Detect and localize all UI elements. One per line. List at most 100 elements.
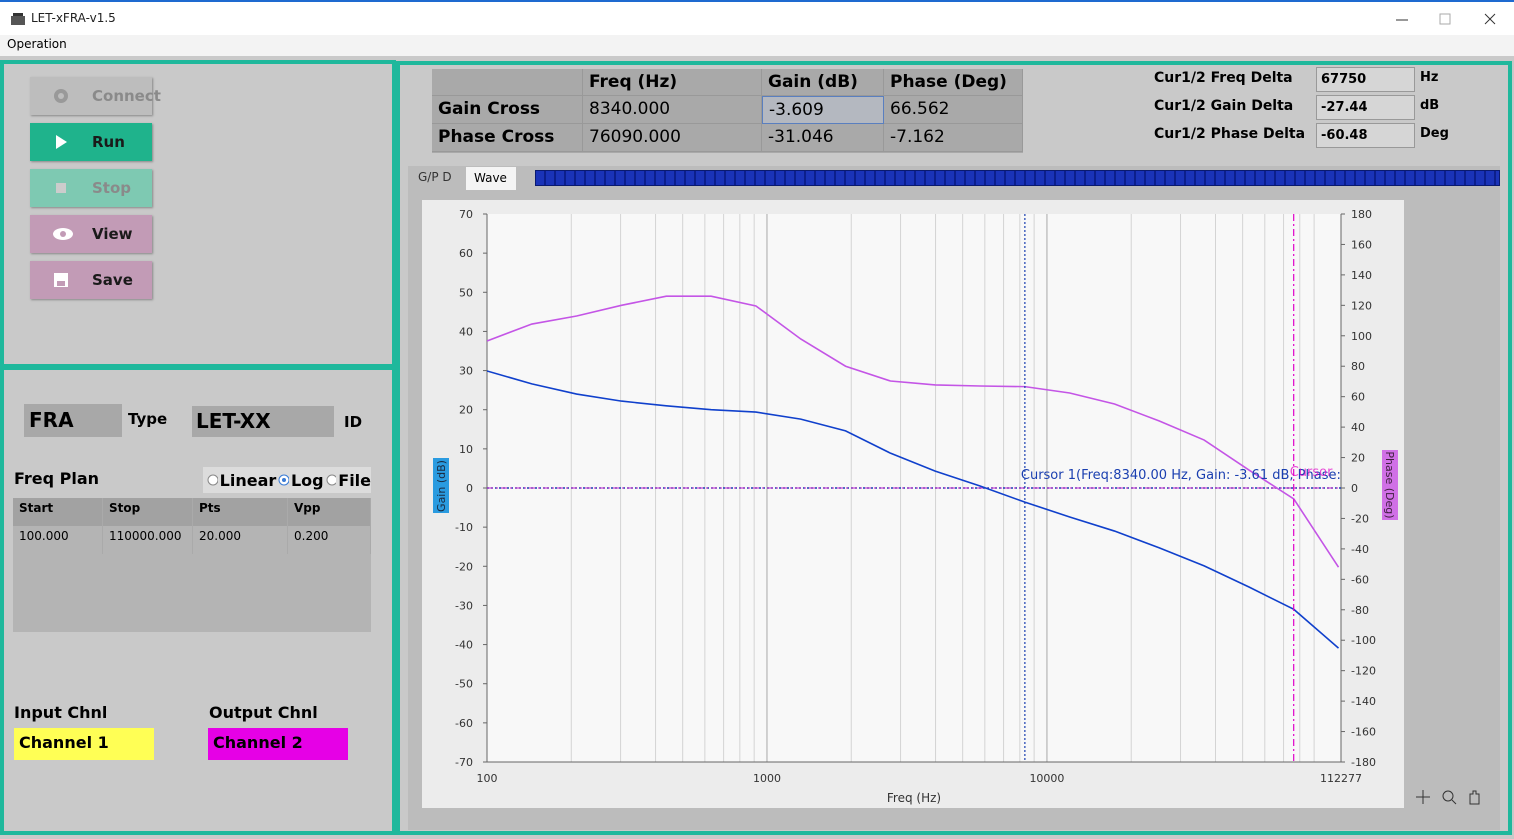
input-label: Input Chnl: [14, 703, 108, 722]
y2-tick-label: 0: [1351, 482, 1358, 495]
header-cell: Start: [13, 498, 103, 526]
header-cell: Pts: [193, 498, 288, 526]
analysis-panel: [396, 61, 1512, 835]
y-tick-label: 20: [459, 404, 473, 417]
y-axis-label-bg: [433, 458, 449, 513]
y2-tick-label: -140: [1351, 695, 1376, 708]
header-cell: Stop: [103, 498, 193, 526]
y2-tick-label: -180: [1351, 756, 1376, 769]
delta-value: 67750: [1316, 67, 1415, 92]
y2-tick-label: 120: [1351, 299, 1372, 312]
header-cell: Gain (dB): [762, 69, 884, 96]
cell: -3.609: [762, 96, 884, 124]
app-icon: [11, 13, 25, 25]
y-tick-label: -40: [455, 639, 473, 652]
input-channel[interactable]: Channel 1: [14, 728, 154, 760]
header-cell: Phase (Deg): [884, 69, 1023, 96]
y2-tick-label: 100: [1351, 330, 1372, 343]
radio[interactable]: [278, 474, 289, 486]
button-label: Stop: [92, 179, 132, 197]
icon: [53, 228, 73, 240]
y-tick-label: 10: [459, 443, 473, 456]
view-button[interactable]: View: [30, 215, 152, 253]
y-tick-label: 0: [466, 482, 473, 495]
run-button[interactable]: Run: [30, 123, 152, 161]
y-tick-label: -20: [455, 560, 473, 573]
y2-tick-label: 40: [1351, 421, 1365, 434]
tab[interactable]: G/P D: [418, 170, 452, 184]
cell[interactable]: 0.200: [288, 526, 371, 554]
progress-bar: [535, 170, 1500, 186]
cell[interactable]: 100.000: [13, 526, 103, 554]
delta-label: Cur1/2 Gain Delta: [1154, 98, 1294, 114]
y2-axis-label-bg: [1382, 450, 1398, 520]
button-label: Save: [92, 271, 133, 289]
button-label: Run: [92, 133, 125, 151]
y2-tick-label: 180: [1351, 208, 1372, 221]
x-axis-label: Freq (Hz): [887, 791, 941, 805]
menu-bar: Operation: [0, 35, 1514, 56]
radio[interactable]: [207, 474, 218, 486]
chart-tools[interactable]: [1415, 788, 1485, 806]
title-bar: LET-xFRA-v1.5: [0, 0, 1514, 35]
connect-button[interactable]: Connect: [30, 77, 161, 115]
cell: -7.162: [884, 124, 1023, 152]
delta-value: -60.48: [1316, 123, 1415, 148]
delta-unit: dB: [1420, 98, 1440, 113]
y-tick-label: 50: [459, 286, 473, 299]
y2-tick-label: 140: [1351, 269, 1372, 282]
delta-unit: Deg: [1420, 126, 1449, 141]
y2-axis-label: Phase (Deg): [1383, 451, 1396, 518]
plan-row: 100.000 110000.000 20.000 0.200: [13, 526, 371, 554]
stop-button[interactable]: Stop: [30, 169, 152, 207]
button-label: View: [92, 225, 133, 243]
window-controls[interactable]: [1390, 10, 1505, 30]
header-cell: Freq (Hz): [583, 69, 762, 96]
y2-tick-label: -120: [1351, 665, 1376, 678]
y-tick-label: 70: [459, 208, 473, 221]
cursor-label: Cursor: [1290, 465, 1333, 480]
cell: 66.562: [884, 96, 1023, 124]
y2-tick-label: 20: [1351, 452, 1365, 465]
output-label: Output Chnl: [209, 703, 318, 722]
x-tick-label: 112277: [1320, 772, 1362, 785]
plan-header: Start Stop Pts Vpp: [13, 498, 371, 526]
y2-tick-label: -60: [1351, 573, 1369, 586]
cursor-label: Cursor 1(Freq:8340.00 Hz, Gain: -3.61 dB…: [1021, 468, 1349, 483]
tab[interactable]: Wave: [466, 167, 516, 190]
output-channel[interactable]: Channel 2: [208, 728, 348, 760]
y-tick-label: -70: [455, 756, 473, 769]
radio-label[interactable]: File: [338, 470, 372, 490]
window-title: LET-xFRA-v1.5: [31, 11, 116, 25]
radio[interactable]: [326, 474, 337, 486]
cell[interactable]: 20.000: [193, 526, 288, 554]
menu-item[interactable]: Operation: [7, 37, 67, 51]
y2-tick-label: -160: [1351, 726, 1376, 739]
radio-label[interactable]: Linear: [219, 470, 277, 490]
delta-unit: Hz: [1420, 70, 1439, 85]
cell[interactable]: 110000.000: [103, 526, 193, 554]
y2-tick-label: -100: [1351, 634, 1376, 647]
y-tick-label: 30: [459, 365, 473, 378]
radio-label[interactable]: Log: [290, 470, 324, 490]
y-tick-label: -30: [455, 599, 473, 612]
header-cell: Vpp: [288, 498, 371, 526]
settings-panel: [0, 366, 396, 835]
save-button[interactable]: Save: [30, 261, 152, 299]
y-axis-label: Gain (dB): [435, 460, 448, 512]
y-tick-label: -50: [455, 678, 473, 691]
series-line: [487, 295, 1340, 568]
y2-tick-label: 160: [1351, 238, 1372, 251]
corner-cell: [432, 69, 583, 96]
id-value: LET-XX: [192, 406, 334, 437]
id-label: ID: [344, 413, 363, 431]
cross-table: Freq (Hz) Gain (dB) Phase (Deg) Gain Cro…: [432, 69, 1023, 153]
icon: [56, 183, 66, 193]
cell: 76090.000: [583, 124, 762, 152]
icon: [54, 273, 68, 287]
x-tick-label: 10000: [1029, 772, 1064, 785]
series-line: [487, 370, 1340, 649]
y2-tick-label: 60: [1351, 391, 1365, 404]
